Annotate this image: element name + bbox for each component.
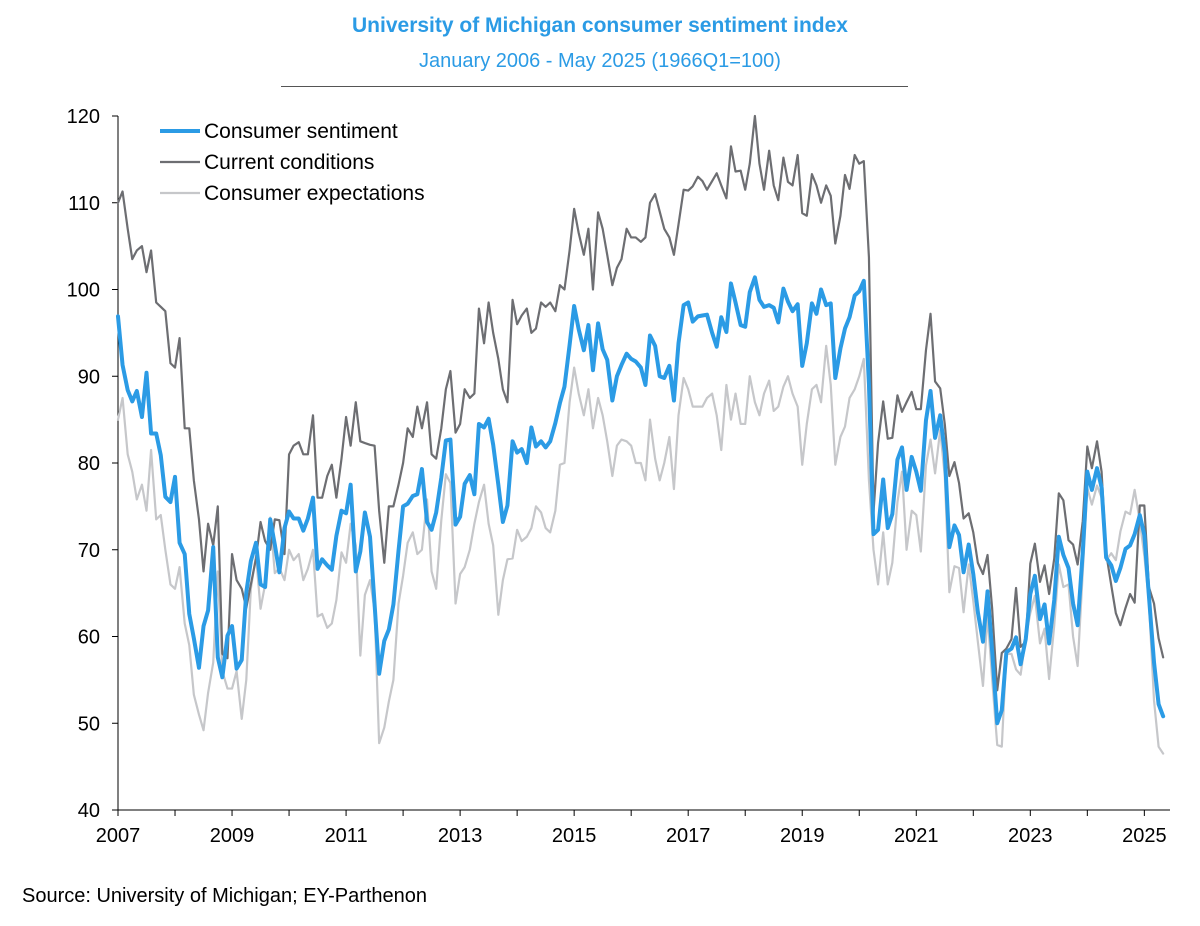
series-layer (116, 114, 1166, 755)
x-tick-label: 2009 (210, 825, 255, 847)
series-line-current-conditions (116, 114, 1165, 692)
legend: Consumer sentiment Current conditions Cons… (160, 120, 425, 205)
x-tick-label: 2025 (1122, 825, 1167, 847)
legend-label-current-conditions: Current conditions (204, 151, 374, 174)
y-tick-label: 110 (68, 193, 100, 215)
y-tick-label: 120 (67, 106, 100, 128)
x-tick-label: 2015 (552, 825, 597, 847)
y-tick-label: 40 (78, 800, 100, 822)
x-tick-label: 2021 (894, 825, 939, 847)
x-tick-label: 2017 (666, 825, 711, 847)
legend-label-consumer-sentiment: Consumer sentiment (204, 120, 398, 143)
y-tick-label: 90 (78, 366, 100, 388)
source-note: Source: University of Michigan; EY-Parth… (22, 885, 428, 907)
chart-subtitle: January 2006 - May 2025 (1966Q1=100) (419, 50, 781, 72)
x-tick-label: 2019 (780, 825, 825, 847)
axes: 40 50 60 70 80 90 100 110 120 2007 2009 2011 2013 201… (67, 106, 1170, 847)
y-tick-label: 100 (67, 280, 100, 302)
x-tick-label: 2013 (438, 825, 483, 847)
y-tick-label: 50 (78, 713, 100, 735)
title-underline (281, 86, 908, 87)
chart-title: University of Michigan consumer sentimen… (352, 14, 848, 37)
x-tick-label: 2011 (325, 825, 368, 847)
x-tick-label: 2007 (96, 825, 141, 847)
x-tick-label: 2023 (1008, 825, 1053, 847)
y-tick-label: 80 (78, 453, 100, 475)
legend-label-consumer-expectations: Consumer expectations (204, 182, 425, 205)
y-tick-label: 60 (78, 627, 100, 649)
series-line-consumer-sentiment (116, 275, 1166, 726)
y-tick-label: 70 (78, 540, 100, 562)
